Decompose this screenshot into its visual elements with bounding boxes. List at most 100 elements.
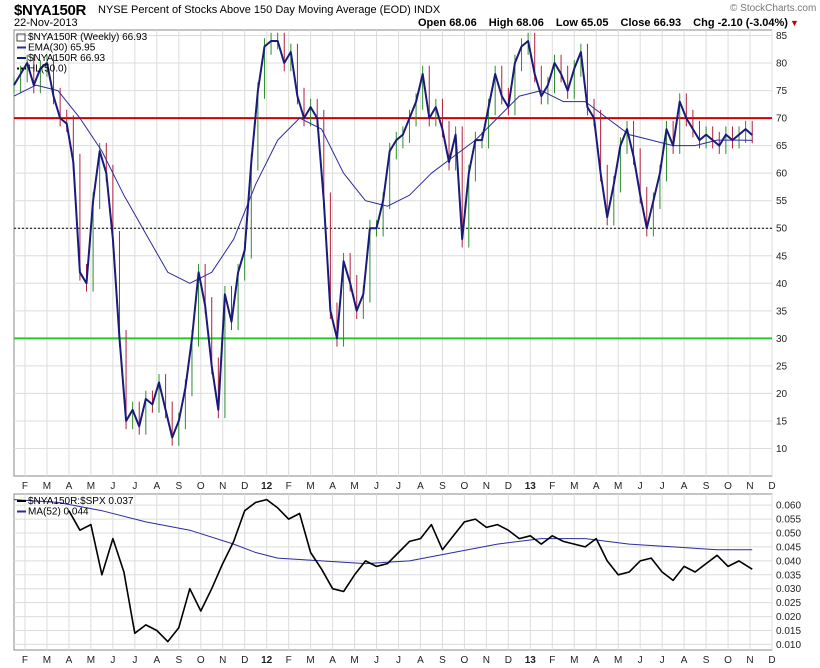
ratio-x-tick-label: D — [241, 655, 248, 666]
price-y-tick-label: 85 — [776, 31, 788, 42]
ratio-y-tick-label: 0.015 — [776, 626, 801, 637]
ratio-x-tick-label: A — [66, 655, 73, 666]
ratio-x-tick-label: N — [483, 655, 490, 666]
high-quote: High 68.06 — [489, 17, 544, 29]
price-legend-entry: HL(50.0) — [28, 64, 67, 75]
price-y-tick-label: 65 — [776, 141, 788, 152]
price-x-tick-label: J — [396, 481, 401, 492]
price-y-tick-label: 55 — [776, 196, 788, 207]
price-x-tick-label: 13 — [525, 481, 537, 492]
low-value: 65.05 — [580, 17, 609, 29]
ratio-x-tick-label: S — [175, 655, 182, 666]
price-x-tick-label: 12 — [261, 481, 273, 492]
price-x-tick-label: M — [570, 481, 578, 492]
price-legend-entry: $NYA150R 66.93 — [28, 53, 106, 64]
ratio-y-tick-label: 0.020 — [776, 612, 801, 623]
ratio-x-tick-label: A — [593, 655, 600, 666]
ratio-x-tick-label: M — [570, 655, 578, 666]
ratio-x-tick-label: M — [43, 655, 51, 666]
ratio-y-tick-label: 0.045 — [776, 542, 801, 553]
ratio-x-tick-label: N — [746, 655, 753, 666]
price-x-tick-label: S — [703, 481, 710, 492]
symbol-title: $NYA150R — [14, 2, 87, 19]
high-label: High — [488, 17, 514, 29]
price-x-tick-label: M — [306, 481, 314, 492]
price-x-tick-label: F — [549, 481, 555, 492]
down-arrow-icon: ▼ — [789, 18, 799, 28]
low-quote: Low 65.05 — [556, 17, 609, 29]
price-x-tick-label: A — [329, 481, 336, 492]
price-legend-entry: $NYA150R (Weekly) 66.93 — [28, 32, 148, 43]
price-y-tick-label: 25 — [776, 361, 788, 372]
ratio-x-tick-label: O — [461, 655, 469, 666]
ratio-x-tick-label: A — [681, 655, 688, 666]
price-x-tick-label: D — [241, 481, 248, 492]
price-x-tick-label: O — [197, 481, 205, 492]
legend-bars-swatch — [16, 33, 26, 42]
nya150r-price-line — [13, 40, 753, 439]
price-x-tick-label: F — [22, 481, 28, 492]
price-x-tick-label: F — [286, 481, 292, 492]
price-x-tick-label: N — [746, 481, 753, 492]
ratio-x-tick-label: O — [197, 655, 205, 666]
price-y-tick-label: 75 — [776, 86, 788, 97]
ratio-y-tick-label: 0.025 — [776, 598, 801, 609]
ratio-x-tick-label: 12 — [261, 655, 273, 666]
ratio-line — [68, 498, 753, 643]
price-x-tick-label: A — [417, 481, 424, 492]
open-quote: Open 68.06 — [418, 17, 477, 29]
ratio-x-tick-label: F — [549, 655, 555, 666]
price-x-tick-label: J — [638, 481, 643, 492]
ratio-x-tick-label: D — [768, 655, 775, 666]
ratio-x-tick-label: M — [614, 655, 622, 666]
price-x-tick-label: J — [110, 481, 115, 492]
price-x-tick-label: O — [461, 481, 469, 492]
price-x-tick-label: M — [87, 481, 95, 492]
ratio-y-tick-label: 0.030 — [776, 584, 801, 595]
price-x-tick-label: A — [153, 481, 160, 492]
ratio-y-tick-label: 0.010 — [776, 640, 801, 651]
price-x-tick-label: M — [43, 481, 51, 492]
price-x-tick-label: J — [132, 481, 137, 492]
ratio-x-tick-label: J — [132, 655, 137, 666]
price-x-tick-label: A — [593, 481, 600, 492]
ratio-x-tick-label: M — [87, 655, 95, 666]
price-x-tick-label: A — [681, 481, 688, 492]
price-y-tick-label: 40 — [776, 279, 788, 290]
price-y-tick-label: 80 — [776, 59, 788, 70]
ema30-line — [13, 84, 753, 284]
close-value: 66.93 — [653, 17, 682, 29]
price-y-tick-label: 45 — [776, 251, 788, 262]
close-quote: Close 66.93 — [621, 17, 682, 29]
chart-description: NYSE Percent of Stocks Above 150 Day Mov… — [98, 4, 441, 16]
price-x-tick-label: M — [350, 481, 358, 492]
ratio-x-tick-label: A — [417, 655, 424, 666]
ratio-y-tick-label: 0.040 — [776, 556, 801, 567]
ratio-x-tick-label: A — [329, 655, 336, 666]
price-y-tick-label: 30 — [776, 334, 788, 345]
price-legend-entry: EMA(30) 65.95 — [28, 43, 96, 54]
price-panel-frame — [13, 29, 773, 477]
price-x-tick-label: A — [66, 481, 73, 492]
ratio-y-tick-label: 0.055 — [776, 515, 801, 526]
ratio-legend-entry: $NYA150R:$SPX 0.037 — [28, 496, 134, 507]
ratio-x-tick-label: N — [219, 655, 226, 666]
price-x-tick-label: D — [768, 481, 775, 492]
ratio-x-tick-label: F — [22, 655, 28, 666]
ratio-x-tick-label: D — [505, 655, 512, 666]
price-x-tick-label: N — [483, 481, 490, 492]
price-y-tick-label: 60 — [776, 169, 788, 180]
price-x-tick-label: D — [505, 481, 512, 492]
ratio-y-tick-label: 0.060 — [776, 501, 801, 512]
quote-bar: Open 68.06 High 68.06 Low 65.05 Close 66… — [418, 17, 817, 29]
ratio-x-tick-label: J — [660, 655, 665, 666]
chg-label: Chg — [693, 17, 715, 29]
ratio-x-tick-label: 13 — [525, 655, 537, 666]
price-y-tick-label: 70 — [776, 114, 788, 125]
ratio-y-tick-label: 0.050 — [776, 529, 801, 540]
price-y-tick-label: 20 — [776, 389, 788, 400]
price-y-tick-label: 35 — [776, 306, 788, 317]
chart-date: 22-Nov-2013 — [14, 17, 78, 29]
price-y-tick-label: 15 — [776, 416, 788, 427]
price-y-tick-label: 10 — [776, 444, 788, 455]
